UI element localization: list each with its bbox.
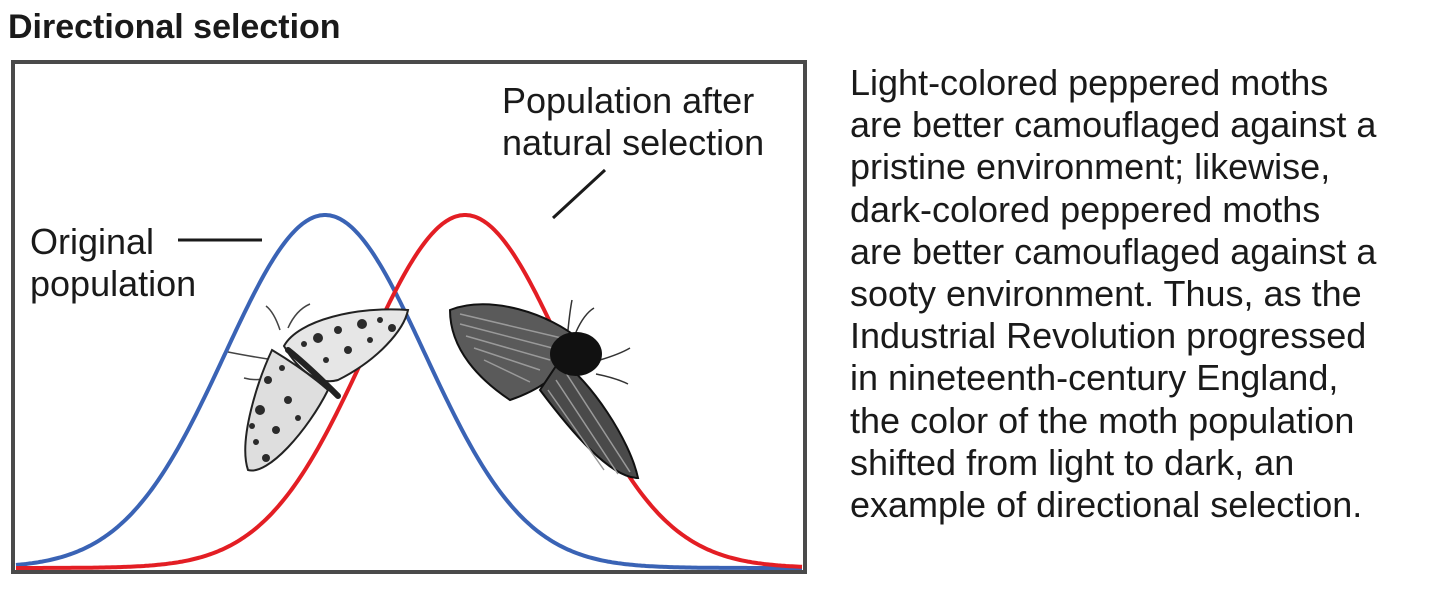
after-label-line-1: Population after	[502, 80, 755, 121]
caption-line: the color of the moth population	[850, 399, 1355, 441]
after-leader-line	[551, 168, 607, 220]
after-label-line-2: natural selection	[502, 122, 765, 163]
caption-line: pristine environment; likewise,	[850, 146, 1331, 188]
light-moth-illustration	[227, 303, 410, 472]
original-population-label: Original population	[30, 221, 196, 305]
caption-line: in nineteenth-century England,	[850, 357, 1339, 399]
caption-line: Light-colored peppered moths	[850, 62, 1329, 103]
caption-line: example of directional selection.	[850, 484, 1363, 526]
original-population-curve	[15, 213, 802, 570]
distribution-chart	[11, 60, 807, 574]
distribution-figure: Original population Population after nat…	[11, 60, 807, 574]
after-selection-curve	[16, 213, 803, 570]
figure-title: Directional selection	[8, 8, 341, 46]
caption-line: sooty environment. Thus, as the	[850, 273, 1362, 315]
after-selection-label: Population after natural selection	[502, 80, 764, 164]
caption-line: shifted from light to dark, an	[850, 441, 1295, 483]
curve-group	[15, 213, 803, 570]
original-label-line-1: Original	[30, 221, 155, 262]
caption-line: are better camouflaged against a	[850, 104, 1377, 146]
caption-line: dark-colored peppered moths	[850, 188, 1321, 230]
dark-moth-illustration	[448, 299, 640, 480]
original-label-line-2: population	[30, 263, 197, 304]
caption-text: Light-colored peppered moths are better …	[850, 62, 1430, 526]
caption-line: Industrial Revolution progressed	[850, 315, 1367, 357]
caption-line: are better camouflaged against a	[850, 230, 1377, 272]
